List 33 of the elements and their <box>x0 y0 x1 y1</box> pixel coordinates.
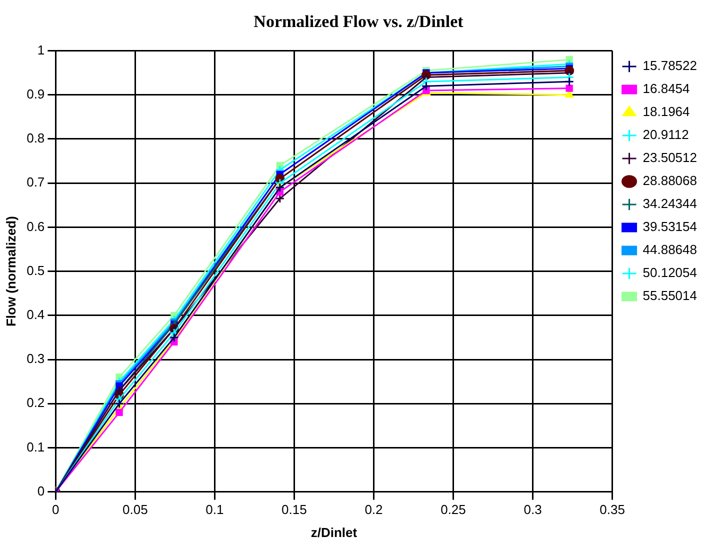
y-tick-label: 0.3 <box>26 351 45 366</box>
y-tick-label: 0.5 <box>26 262 45 278</box>
x-tick-label: 0 <box>52 502 60 518</box>
y-tick-label: 0.1 <box>26 439 45 454</box>
legend-label: 28.88068 <box>642 173 698 188</box>
y-tick-label: 1 <box>37 42 45 58</box>
y-tick-label: 0.6 <box>26 218 45 234</box>
y-tick-label: 0.9 <box>26 86 45 102</box>
x-tick-label: 0.1 <box>206 502 224 518</box>
y-axis-title: Flow (normalized) <box>3 216 18 327</box>
x-tick-label: 0.25 <box>440 502 466 518</box>
y-tick-label: 0.2 <box>26 395 45 410</box>
legend-label: 15.78522 <box>642 58 698 74</box>
x-tick-label: 0.15 <box>282 502 307 518</box>
x-axis-title: z/Dinlet <box>310 524 358 540</box>
legend-label: 44.88648 <box>642 242 698 258</box>
legend-label: 20.9112 <box>642 127 689 142</box>
legend-label: 55.55014 <box>642 288 698 304</box>
legend-label: 50.12054 <box>642 265 698 280</box>
y-tick-label: 0 <box>37 483 45 498</box>
x-tick-label: 0.3 <box>524 502 542 518</box>
legend-label: 23.50512 <box>642 150 698 166</box>
x-tick-label: 0.2 <box>364 502 383 518</box>
legend-label: 16.8454 <box>642 81 690 96</box>
chart-title: Normalized Flow vs. z/Dinlet <box>252 12 464 32</box>
y-tick-label: 0.7 <box>26 174 45 190</box>
legend-label: 34.24344 <box>642 196 698 212</box>
legend-label: 18.1964 <box>642 104 690 120</box>
y-tick-label: 0.4 <box>26 306 45 322</box>
x-tick-label: 0.05 <box>122 502 148 518</box>
legend-label: 39.53154 <box>642 219 698 234</box>
x-tick-label: 0.35 <box>600 502 625 518</box>
y-tick-label: 0.8 <box>26 130 45 146</box>
